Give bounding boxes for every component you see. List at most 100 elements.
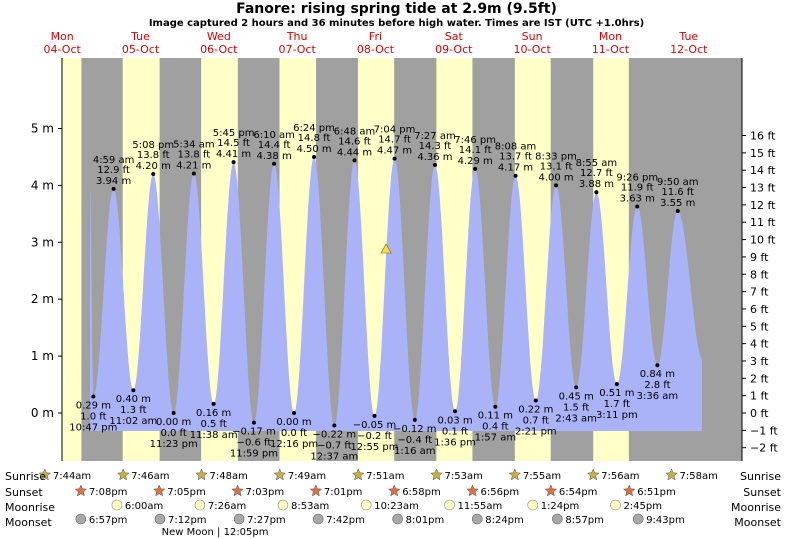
low-tide-marker <box>131 388 136 393</box>
moonset-time: 7:12pm <box>168 515 207 526</box>
sunset-icon <box>387 484 401 497</box>
high-tide-marker <box>191 171 196 176</box>
y-tick-label-ft: 9 ft <box>750 251 769 264</box>
low-tide-marker <box>292 411 297 415</box>
high-tide-metres: 3.63 m <box>620 193 655 204</box>
low-tide-marker <box>533 398 538 403</box>
low-tide-marker <box>91 394 96 399</box>
high-tide-marker <box>635 204 640 209</box>
moonset-time: 7:27pm <box>247 515 286 526</box>
high-tide-marker <box>312 154 317 159</box>
low-tide-metres: −0.12 m <box>393 424 437 435</box>
y-tick-label-m: 2 m <box>31 292 54 306</box>
y-tick-label-ft: 0 ft <box>750 407 769 420</box>
high-tide-time: 6:48 am <box>334 126 376 137</box>
sunrise-time: 7:44am <box>53 471 91 482</box>
sunset-icon <box>622 484 636 497</box>
high-tide-metres: 4.36 m <box>417 152 452 163</box>
moonrise-icon <box>444 499 455 511</box>
moonset-icon <box>471 513 483 525</box>
low-tide-metres: 0.22 m <box>518 404 553 415</box>
high-tide-feet: 13.8 ft <box>137 150 170 161</box>
high-tide-feet: 13.7 ft <box>499 152 532 163</box>
sunrise-time: 7:49am <box>288 471 326 482</box>
low-tide-marker <box>655 363 660 368</box>
chart-title: Fanore: rising spring tide at 2.9m (9.5f… <box>236 1 557 17</box>
low-tide-metres: 0.84 m <box>640 369 675 380</box>
day-name: Tue <box>678 30 698 43</box>
high-tide-time: 8:33 pm <box>535 151 577 162</box>
sunrise-time: 7:58am <box>679 471 717 482</box>
y-tick-label-ft: 8 ft <box>750 268 769 281</box>
sunrise-time: 7:48am <box>210 471 248 482</box>
moon-phase-label: New Moon | 12:05pm <box>162 527 269 538</box>
y-tick-label-ft: 7 ft <box>750 286 769 299</box>
high-tide-marker <box>151 172 156 177</box>
low-tide-marker <box>574 385 579 390</box>
day-date: 08-Oct <box>357 43 395 56</box>
high-tide-metres: 3.88 m <box>579 179 614 190</box>
sunrise-time: 7:53am <box>444 471 482 482</box>
sunset-icon <box>231 484 244 497</box>
y-tick-label-m: 1 m <box>31 349 54 363</box>
y-tick-label-ft: 10 ft <box>750 234 776 247</box>
low-tide-feet: 0.7 ft <box>523 415 549 426</box>
low-tide-feet: −0.7 ft <box>317 441 352 452</box>
y-tick-label-ft: 4 ft <box>750 338 769 351</box>
high-tide-metres: 4.50 m <box>296 144 331 155</box>
moonrise-time: 2:45pm <box>623 501 662 512</box>
low-tide-feet: 0.0 ft <box>160 428 186 439</box>
low-tide-feet: 0.0 ft <box>281 428 307 439</box>
low-tide-feet: 0.5 ft <box>200 419 226 430</box>
moonrise-icon <box>527 499 539 511</box>
high-tide-marker <box>513 173 518 178</box>
day-date: 09-Oct <box>435 43 473 56</box>
day-name: Mon <box>599 30 622 43</box>
high-tide-marker <box>554 183 559 188</box>
day-date: 04-Oct <box>44 43 82 56</box>
day-date: 12-Oct <box>670 43 708 56</box>
high-tide-time: 8:08 am <box>495 142 537 153</box>
high-tide-feet: 14.6 ft <box>338 136 371 147</box>
high-tide-time: 7:04 pm <box>374 125 416 136</box>
high-tide-feet: 14.4 ft <box>258 140 291 151</box>
y-tick-label-ft: −2 ft <box>750 442 778 455</box>
y-tick-label-ft: 16 ft <box>750 130 776 143</box>
high-tide-feet: 14.5 ft <box>217 138 250 149</box>
sunrise-icon <box>116 468 130 481</box>
moonset-row-label-right: Moonset <box>734 516 781 529</box>
day-date: 11-Oct <box>592 43 630 56</box>
low-tide-time: 11:02 am <box>109 416 157 427</box>
high-tide-time: 5:45 pm <box>213 128 255 139</box>
low-tide-marker <box>453 409 458 414</box>
low-tide-time: 11:59 pm <box>230 449 278 460</box>
sunrise-icon <box>351 468 365 481</box>
low-tide-time: 1:57 am <box>475 433 517 444</box>
moonset-icon <box>632 513 644 525</box>
low-tide-feet: −0.6 ft <box>237 438 272 449</box>
tide-area <box>90 156 702 431</box>
low-tide-time: 10:47 pm <box>69 422 117 433</box>
moonrise-icon <box>194 499 206 511</box>
moonset-time: 7:42pm <box>326 515 365 526</box>
sunset-icon <box>309 484 323 497</box>
day-date: 06-Oct <box>200 43 238 56</box>
high-tide-feet: 14.3 ft <box>419 141 452 152</box>
day-name: Mon <box>51 30 74 43</box>
sunset-time: 6:58pm <box>402 487 441 498</box>
high-tide-time: 8:55 am <box>576 158 618 169</box>
moonrise-time: 8:53am <box>291 501 329 512</box>
moonrise-time: 11:55am <box>458 501 503 512</box>
moonset-row-label-left: Moonset <box>5 516 52 529</box>
high-tide-time: 7:27 am <box>414 131 456 142</box>
day-date: 10-Oct <box>513 43 551 56</box>
day-date: 05-Oct <box>122 43 160 56</box>
low-tide-time: 12:16 pm <box>270 439 318 450</box>
low-tide-metres: 0.45 m <box>559 391 594 402</box>
low-tide-marker <box>251 420 256 425</box>
day-name: Sat <box>445 30 464 43</box>
high-tide-marker <box>392 156 397 161</box>
high-tide-metres: 4.38 m <box>257 151 292 162</box>
moonrise-row-label-left: Moonrise <box>5 501 55 514</box>
